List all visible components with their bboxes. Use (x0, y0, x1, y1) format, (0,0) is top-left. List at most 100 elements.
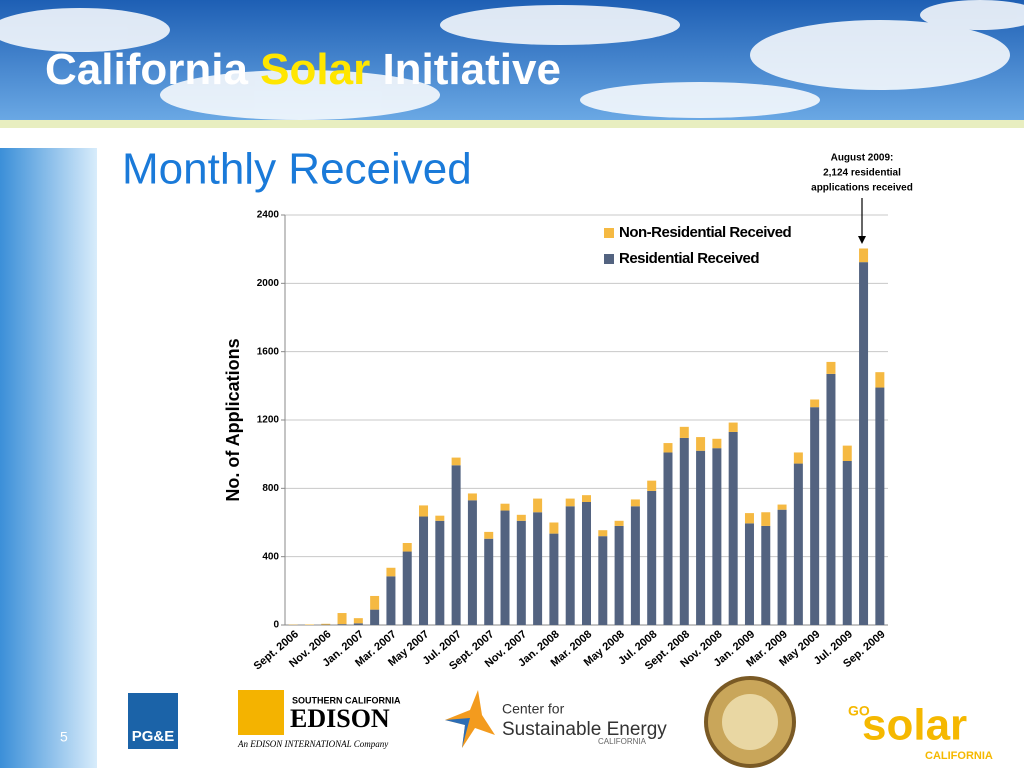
bar-segment (549, 522, 559, 534)
bar-segment (663, 452, 673, 625)
bar-segment (533, 512, 543, 625)
bar-segment (484, 538, 494, 625)
bar-segment (842, 461, 852, 625)
y-tick-label: 800 (262, 483, 279, 494)
state-seal-inner (722, 694, 778, 750)
bar-segment (777, 504, 787, 510)
bar-segment (761, 525, 771, 625)
cse-text-2: Sustainable Energy (502, 719, 667, 740)
bar-segment (321, 623, 331, 625)
cse-star (445, 690, 495, 748)
bar-segment (516, 514, 526, 521)
clouds (0, 0, 1024, 120)
bar-segment (304, 624, 314, 625)
bar-segment (826, 361, 836, 374)
bar-segment (696, 437, 706, 451)
bar-segment (630, 499, 640, 507)
bar-segment (598, 536, 608, 625)
cse-text-1: Center for (502, 701, 565, 717)
bar-segment (565, 498, 575, 507)
annotation: August 2009: (831, 153, 894, 164)
bar-segment (598, 530, 608, 537)
bar-segment (353, 618, 363, 624)
edison-top: SOUTHERN CALIFORNIA (292, 695, 401, 705)
bar-segment (533, 498, 543, 513)
bar-segment (337, 624, 347, 625)
bar-segment (370, 609, 380, 625)
bar-segment (728, 431, 738, 625)
bar-segment (712, 438, 722, 449)
page-number: 5 (60, 729, 68, 745)
edison-logo (238, 690, 284, 735)
bar-segment (435, 520, 445, 625)
bar-segment (565, 506, 575, 625)
bar-segment (419, 516, 429, 625)
bar-segment (467, 500, 477, 625)
bar-segment (614, 520, 624, 526)
bar-segment (744, 513, 754, 524)
bar-segment (500, 503, 510, 511)
bar-segment (875, 372, 885, 388)
annotation: 2,124 residential (823, 168, 901, 179)
bar-segment (370, 595, 380, 610)
bar-segment (386, 576, 396, 625)
bar-segment (793, 452, 803, 464)
legend-label: Residential Received (619, 250, 759, 267)
pge-text: PG&E (132, 728, 175, 745)
bar-segment (614, 525, 624, 625)
bar-segment (467, 493, 477, 501)
bar-segment (500, 510, 510, 625)
bar-segment (549, 533, 559, 625)
header-stripe (0, 120, 1024, 128)
annotation: applications received (811, 183, 913, 194)
y-tick-label: 2000 (257, 278, 280, 289)
legend-swatch (604, 254, 614, 264)
bar-segment (484, 531, 494, 539)
bar-segment (859, 248, 869, 263)
y-tick-label: 2400 (257, 210, 280, 221)
legend-swatch (604, 228, 614, 238)
bar-segment (777, 509, 787, 625)
bar-segment (859, 262, 869, 625)
bar-segment (647, 490, 657, 625)
bar-segment (647, 480, 657, 491)
bar-segment (875, 387, 885, 625)
bar-segment (810, 407, 820, 625)
edison-sub: An EDISON INTERNATIONAL Company (237, 739, 388, 749)
bar-segment (679, 437, 689, 625)
pge-logo (128, 693, 178, 749)
bar-segment (402, 543, 412, 552)
bar-segment (761, 512, 771, 526)
bar-segment (842, 445, 852, 461)
go-text: GO (848, 703, 870, 719)
bar-segment (810, 399, 820, 408)
y-tick-label: 400 (262, 551, 279, 562)
bar-segment (744, 523, 754, 625)
y-axis-label: No. of Applications (223, 338, 243, 501)
cse-text-3: CALIFORNIA (598, 737, 647, 746)
bar-segment (516, 520, 526, 625)
bar-segment (793, 463, 803, 625)
bar-segment (728, 422, 738, 432)
slide-title: California Solar Initiative (45, 45, 561, 94)
bar-segment (386, 567, 396, 577)
bar-segment (582, 502, 591, 625)
y-tick-label: 0 (273, 620, 279, 631)
go-sub: CALIFORNIA (925, 750, 993, 762)
solar-text: solar (862, 701, 967, 750)
logos: PG&E SOUTHERN CALIFORNIA EDISON An EDISO… (128, 676, 993, 768)
bar-segment (712, 448, 722, 625)
legend-label: Non-Residential Received (619, 224, 792, 241)
heading: Monthly Received (122, 145, 472, 194)
bar-segment (402, 551, 412, 625)
bar-segment (451, 457, 461, 466)
y-tick-label: 1600 (257, 346, 280, 357)
bar-segment (663, 443, 673, 453)
y-tick-label: 1200 (257, 415, 280, 426)
annotation-arrowhead (858, 236, 866, 244)
bar-segment (337, 613, 347, 625)
side-bar (0, 148, 97, 768)
bar-segment (679, 426, 689, 438)
bar-segment (419, 505, 429, 517)
